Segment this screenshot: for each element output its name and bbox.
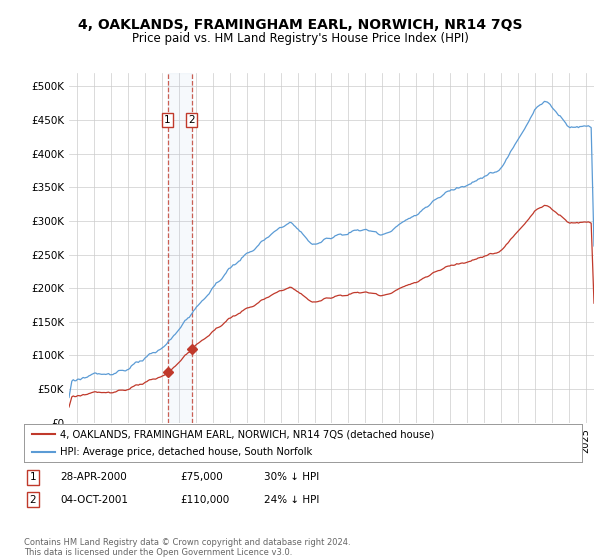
Text: 1: 1 [164,115,171,125]
Text: 24% ↓ HPI: 24% ↓ HPI [264,494,319,505]
Bar [167,73,192,423]
Text: 4, OAKLANDS, FRAMINGHAM EARL, NORWICH, NR14 7QS (detached house): 4, OAKLANDS, FRAMINGHAM EARL, NORWICH, N… [60,429,434,439]
Text: 2: 2 [29,494,37,505]
Text: Price paid vs. HM Land Registry's House Price Index (HPI): Price paid vs. HM Land Registry's House … [131,32,469,45]
Text: £110,000: £110,000 [180,494,229,505]
Text: Contains HM Land Registry data © Crown copyright and database right 2024.
This d: Contains HM Land Registry data © Crown c… [24,538,350,557]
Text: £75,000: £75,000 [180,472,223,482]
Text: 04-OCT-2001: 04-OCT-2001 [60,494,128,505]
Text: 1: 1 [29,472,37,482]
Text: 30% ↓ HPI: 30% ↓ HPI [264,472,319,482]
Text: HPI: Average price, detached house, South Norfolk: HPI: Average price, detached house, Sout… [60,447,313,457]
Text: 2: 2 [188,115,195,125]
Text: 4, OAKLANDS, FRAMINGHAM EARL, NORWICH, NR14 7QS: 4, OAKLANDS, FRAMINGHAM EARL, NORWICH, N… [78,18,522,32]
Text: 28-APR-2000: 28-APR-2000 [60,472,127,482]
